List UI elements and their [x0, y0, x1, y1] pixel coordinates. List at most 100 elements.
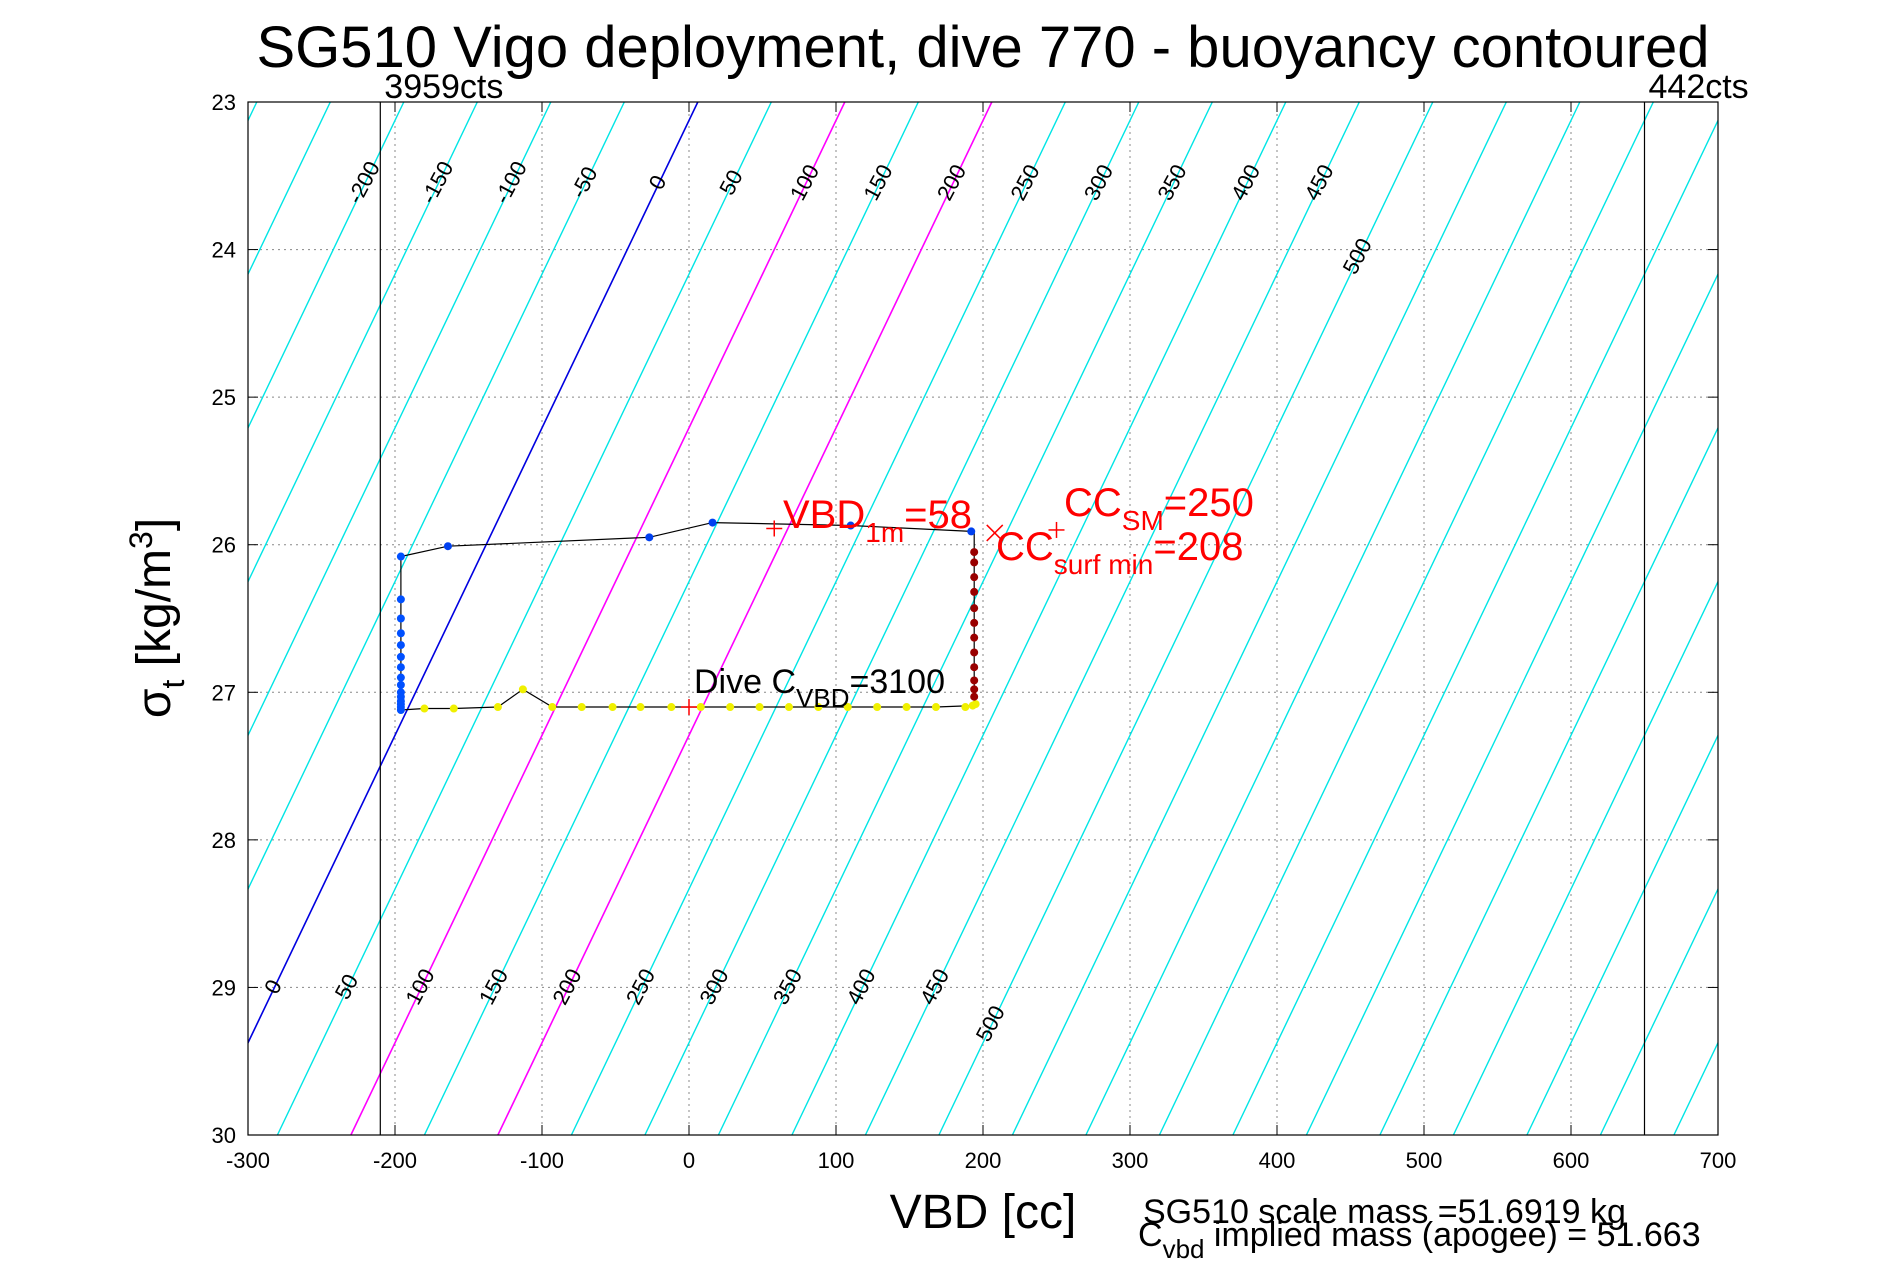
contour-line — [248, 102, 699, 1045]
data-point — [667, 703, 676, 712]
data-point — [726, 703, 735, 712]
contour-line — [248, 102, 478, 584]
data-point — [493, 703, 502, 712]
reference-line-label: 442cts — [1649, 68, 1749, 106]
data-point — [396, 652, 405, 661]
contour-line — [423, 102, 919, 1135]
contour-line — [1379, 426, 1718, 1135]
contour-line — [248, 102, 405, 430]
data-point — [708, 518, 717, 527]
data-point — [970, 587, 979, 596]
contour-line — [1452, 579, 1718, 1135]
data-point — [396, 673, 405, 682]
x-tick-label: 200 — [965, 1148, 1002, 1173]
data-point — [577, 703, 586, 712]
plus-marker — [1048, 521, 1065, 538]
chart-title: SG510 Vigo deployment, dive 770 - buoyan… — [256, 15, 1709, 80]
markers — [681, 520, 1065, 716]
data-point — [970, 648, 979, 657]
data-point — [396, 629, 405, 638]
cc-sm-sub: SM — [1122, 505, 1164, 536]
x-tick-label: 300 — [1112, 1148, 1149, 1173]
marker-stroke — [986, 524, 1004, 542]
x-tick-label: -200 — [373, 1148, 417, 1173]
data-point — [931, 703, 940, 712]
data-point — [970, 676, 979, 685]
data-point — [636, 703, 645, 712]
reference-line-label: 3959cts — [384, 68, 503, 106]
data-point — [443, 542, 452, 551]
data-point — [970, 558, 979, 567]
y-axis-label-unit-end: ] — [128, 518, 181, 531]
y-tick-label: 24 — [212, 238, 236, 263]
dive-cvbd-sub: VBD — [796, 683, 849, 713]
data-point — [971, 700, 980, 709]
y-tick-label: 30 — [212, 1123, 236, 1148]
contour-line — [350, 102, 846, 1135]
x-tick-label: 600 — [1553, 1148, 1590, 1173]
contour-line — [1085, 102, 1581, 1135]
x-tick-label: 100 — [818, 1148, 855, 1173]
y-tick-label: 29 — [212, 975, 236, 1000]
data-point — [696, 703, 705, 712]
grid — [248, 102, 1718, 1135]
y-tick-label: 25 — [212, 385, 236, 410]
contour-line — [791, 102, 1287, 1135]
contour-line — [1526, 733, 1718, 1135]
cc-surf-annotation: CCsurf min=208 — [996, 525, 1243, 580]
dive-cvbd-value: =3100 — [850, 663, 946, 701]
x-tick-label: 500 — [1406, 1148, 1443, 1173]
contour-line — [1011, 102, 1507, 1135]
plus-marker — [681, 699, 697, 716]
tick-labels: -300 -200 -100 0 100 200 300 400 500 600 700 23 24 25… — [212, 90, 1737, 1173]
cc-surf-main: CC — [996, 525, 1054, 569]
y-axis-label-main: σ — [128, 689, 181, 719]
vbd-1m-annotation: VBD1m=58 — [783, 493, 972, 548]
data-point — [846, 521, 855, 530]
y-axis-label-sub: t — [155, 680, 191, 689]
data-point — [645, 533, 654, 542]
contour-line — [276, 102, 772, 1135]
cc-surf-value: =208 — [1153, 525, 1243, 569]
data-point — [396, 595, 405, 604]
data-point — [970, 573, 979, 582]
data-point — [755, 703, 764, 712]
dive-cvbd-annotation: Dive CVBD=3100 — [694, 663, 945, 713]
data-point — [961, 703, 970, 712]
data-point — [970, 604, 979, 613]
data-point — [396, 552, 405, 561]
y-axis-label: σt [kg/m3] — [123, 518, 191, 718]
cc-sm-annotation: CCSM=250 — [1064, 481, 1254, 536]
implied-mass-rest: implied mass (apogee) = 51.663 — [1204, 1216, 1700, 1254]
data-points — [396, 518, 980, 714]
y-axis-label-unit: [kg/m — [128, 549, 181, 680]
cc-surf-sub: surf min — [1054, 549, 1154, 580]
x-tick-label: 0 — [683, 1148, 695, 1173]
reference-lines: 3959cts 442cts — [379, 68, 1749, 1135]
data-point — [784, 703, 793, 712]
contour-line — [248, 102, 625, 891]
vbd-1m-sub: 1m — [865, 517, 904, 548]
data-point — [548, 703, 557, 712]
data-point — [970, 663, 979, 672]
implied-mass-text: Cvbd implied mass (apogee) = 51.663 — [1138, 1216, 1701, 1262]
contour-line — [864, 102, 1360, 1135]
y-tick-label: 23 — [212, 90, 236, 115]
x-tick-label: -300 — [226, 1148, 270, 1173]
y-tick-label: 26 — [212, 533, 236, 558]
data-point — [967, 527, 976, 536]
data-point — [396, 663, 405, 672]
cc-sm-value: =250 — [1164, 481, 1254, 525]
plus-marker — [766, 520, 783, 537]
data-point — [396, 680, 405, 689]
y-tick-label: 27 — [212, 680, 236, 705]
vbd-1m-main: VBD — [783, 493, 865, 537]
dive-cvbd-main: Dive C — [694, 663, 796, 701]
implied-mass-sub: vbd — [1163, 1234, 1205, 1262]
data-point — [608, 703, 617, 712]
data-point — [396, 705, 405, 714]
data-point — [902, 703, 911, 712]
contour-line — [644, 102, 1140, 1135]
y-tick-label: 28 — [212, 828, 236, 853]
